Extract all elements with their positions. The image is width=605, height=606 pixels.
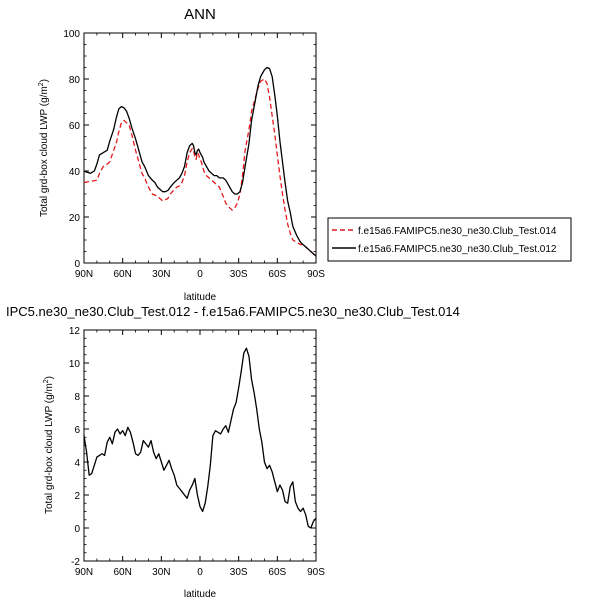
bottom-x-tick-label: 60S [268,567,286,578]
bottom-x-axis-label: latitude [184,589,217,600]
bottom-series-line-0 [83,347,317,529]
bottom-x-tick-label: 90S [307,567,325,578]
bottom-chart-title: IPC5.ne30_ne30.Club_Test.012 - f.e15a6.F… [6,304,460,319]
legend-box [327,217,572,262]
bottom-x-tick-label: 60N [113,567,131,578]
bottom-y-tick-label: 2 [74,491,80,502]
top-y-axis-label-main: Total grd-box cloud LWP (g/m [39,86,50,217]
top-chart: ANN 0 20 40 60 80 100 90N 60N 30N 0 30S 60S 90S lat… [38,6,572,303]
bottom-y-axis-label: Total grd-box cloud LWP (g/m2) [43,376,55,514]
bottom-chart: IPC5.ne30_ne30.Club_Test.012 - f.e15a6.F… [6,304,460,600]
bottom-y-tick-label: 10 [69,359,81,370]
top-x-tick-label: 90N [75,269,93,280]
bottom-y-tick-label: 4 [74,458,80,469]
top-y-tick-label: 60 [69,121,81,132]
top-series-line-1 [83,66,317,257]
top-y-axis-label-sup: 2 [38,82,45,86]
top-y-tick-label: 0 [74,259,80,270]
top-y-tick-label: 20 [69,213,81,224]
top-x-axis-label: latitude [184,292,217,303]
bottom-x-tick-label: 30S [230,567,248,578]
top-series-group [83,66,317,257]
top-x-tick-label: 30S [230,269,248,280]
bottom-y-axis-label-main: Total grd-box cloud LWP (g/m [44,383,55,514]
top-x-tick-label: 60N [113,269,131,280]
bottom-y-tick-label: 12 [69,326,81,337]
top-y-ticks: 0 20 40 60 80 100 [63,29,316,270]
bottom-y-tick-label: 8 [74,392,80,403]
top-y-tick-label: 100 [63,29,80,40]
top-series-line-0 [83,78,317,257]
bottom-plot-frame [83,329,317,562]
top-chart-title: ANN [184,6,216,23]
bottom-x-ticks: 90N 60N 30N 0 30S 60S 90S [75,330,325,578]
bottom-y-axis-label-sup: 2 [43,379,50,383]
legend: f.e15a6.FAMIPC5.ne30_ne30.Club_Test.014 … [327,217,572,262]
bottom-x-tick-label: 0 [197,567,203,578]
bottom-y-axis-label-close: ) [44,376,55,379]
top-y-tick-label: 40 [69,167,81,178]
top-x-tick-label: 0 [197,269,203,280]
top-x-tick-label: 30N [152,269,170,280]
bottom-x-tick-label: 90N [75,567,93,578]
bottom-x-tick-label: 30N [152,567,170,578]
top-x-tick-label: 90S [307,269,325,280]
legend-label-012: f.e15a6.FAMIPC5.ne30_ne30.Club_Test.012 [358,244,557,255]
top-x-ticks: 90N 60N 30N 0 30S 60S 90S [75,33,325,280]
bottom-y-tick-label: -2 [71,557,80,568]
legend-label-014: f.e15a6.FAMIPC5.ne30_ne30.Club_Test.014 [358,226,557,237]
top-x-tick-label: 60S [268,269,286,280]
top-y-axis-label: Total grd-box cloud LWP (g/m2) [38,79,50,217]
top-y-tick-label: 80 [69,75,81,86]
bottom-series-group [83,347,317,529]
bottom-y-tick-label: 6 [74,425,80,436]
top-y-axis-label-close: ) [39,79,50,82]
bottom-y-tick-label: 0 [74,524,80,535]
